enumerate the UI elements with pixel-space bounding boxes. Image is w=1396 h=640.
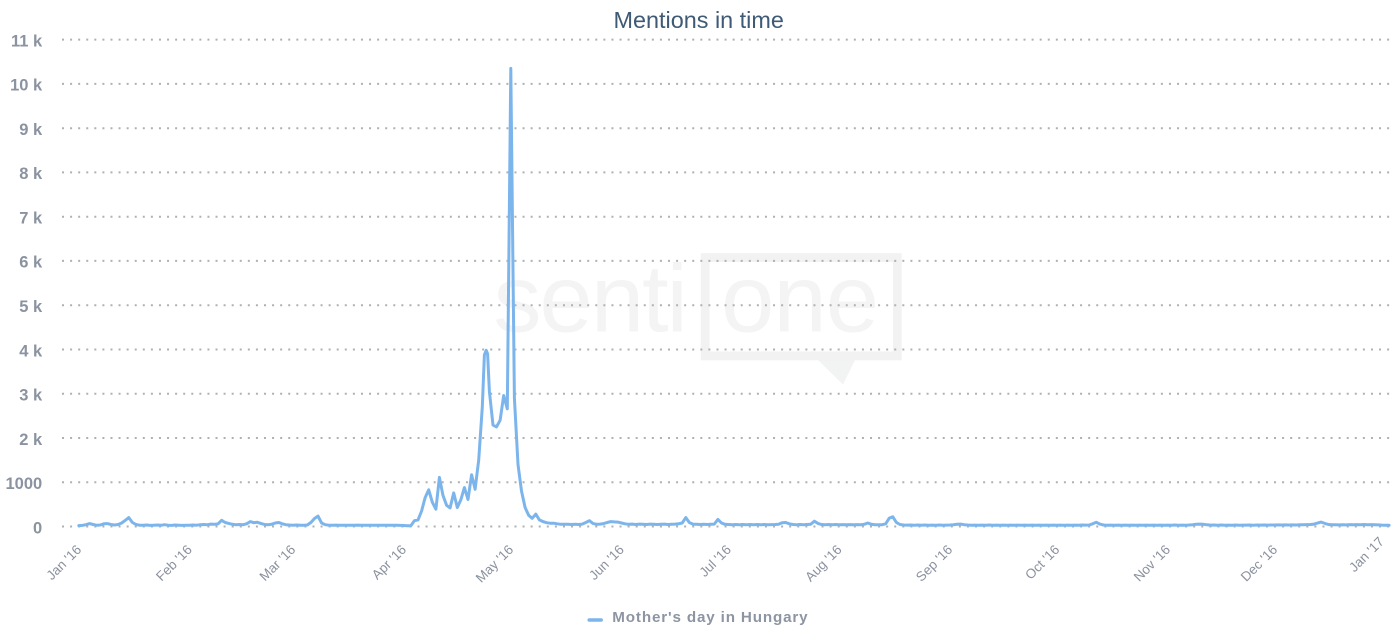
svg-text:one: one: [721, 246, 878, 353]
svg-text:5 k: 5 k: [19, 298, 43, 316]
svg-text:Mentions in time: Mentions in time: [614, 7, 784, 33]
svg-text:0: 0: [33, 519, 42, 537]
svg-text:9 k: 9 k: [19, 121, 43, 139]
svg-text:Mother's day in Hungary: Mother's day in Hungary: [612, 609, 808, 626]
svg-text:6 k: 6 k: [19, 254, 43, 272]
svg-text:2 k: 2 k: [19, 431, 43, 449]
svg-text:3 k: 3 k: [19, 387, 43, 405]
svg-text:senti: senti: [494, 246, 686, 353]
svg-text:7 k: 7 k: [19, 210, 43, 228]
svg-text:10 k: 10 k: [10, 77, 43, 95]
svg-text:11 k: 11 k: [11, 32, 43, 50]
svg-text:8 k: 8 k: [19, 165, 43, 183]
svg-text:1000: 1000: [5, 475, 42, 493]
svg-text:4 k: 4 k: [19, 342, 43, 360]
